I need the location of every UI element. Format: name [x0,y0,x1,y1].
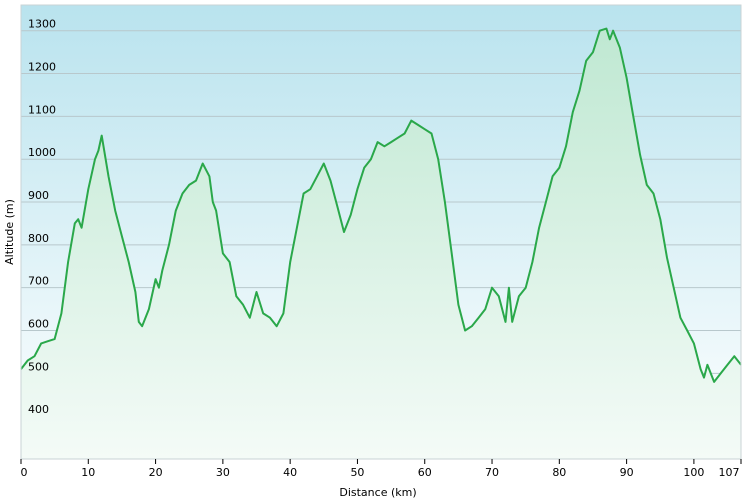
y-tick-label: 400 [28,403,49,416]
elevation-area [21,28,741,459]
x-tick-label: 0 [21,466,28,479]
y-axis-title: Altitude (m) [3,199,16,265]
x-tick-label: 60 [418,466,432,479]
x-tick-label: 90 [620,466,634,479]
x-tick-label: 70 [485,466,499,479]
y-tick-label: 900 [28,189,49,202]
elevation-line [20,27,742,383]
y-tick-label: 1100 [28,103,56,116]
y-tick-label: 800 [28,232,49,245]
x-tick-label: 80 [552,466,566,479]
y-tick-label: 1300 [28,18,56,31]
y-tick-labels: 400 500 600 700 800 900 1000 1100 1200 1300 [28,18,56,416]
y-tick-label: 1200 [28,61,56,74]
plot-border [20,4,742,460]
x-tick-label: 10 [81,466,95,479]
x-axis-title: Distance (km) [339,486,416,499]
x-tick-label: 30 [216,466,230,479]
x-tick-label: 100 [683,466,704,479]
x-tick-label: 20 [149,466,163,479]
y-tick-label: 600 [28,318,49,331]
x-tick-labels: 0 10 20 30 40 50 60 70 80 90 100 107 [20,459,742,479]
y-tick-label: 700 [28,275,49,288]
x-tick-label: 50 [350,466,364,479]
x-tick-label: 40 [283,466,297,479]
y-tick-label: 1000 [28,146,56,159]
y-tick-label: 500 [28,360,49,373]
x-tick-label: 107 [719,466,740,479]
